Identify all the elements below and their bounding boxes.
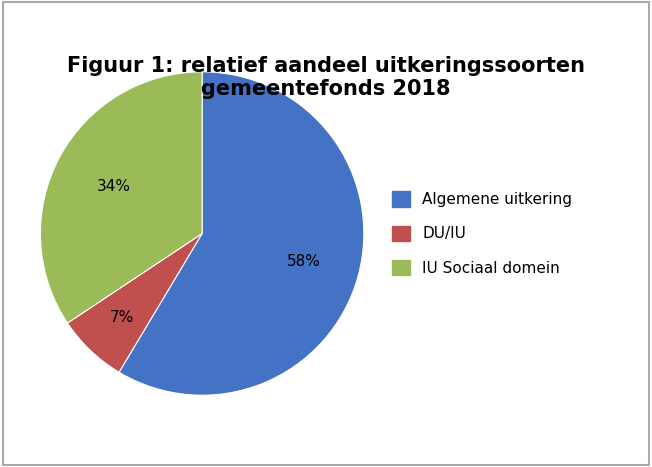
Text: 34%: 34% <box>96 179 131 194</box>
Wedge shape <box>40 72 202 323</box>
Text: 7%: 7% <box>110 310 134 325</box>
Text: 58%: 58% <box>286 254 320 269</box>
Text: Figuur 1: relatief aandeel uitkeringssoorten
gemeentefonds 2018: Figuur 1: relatief aandeel uitkeringssoo… <box>67 56 585 99</box>
Wedge shape <box>119 72 364 395</box>
Legend: Algemene uitkering, DU/IU, IU Sociaal domein: Algemene uitkering, DU/IU, IU Sociaal do… <box>386 185 578 282</box>
Wedge shape <box>68 234 202 372</box>
